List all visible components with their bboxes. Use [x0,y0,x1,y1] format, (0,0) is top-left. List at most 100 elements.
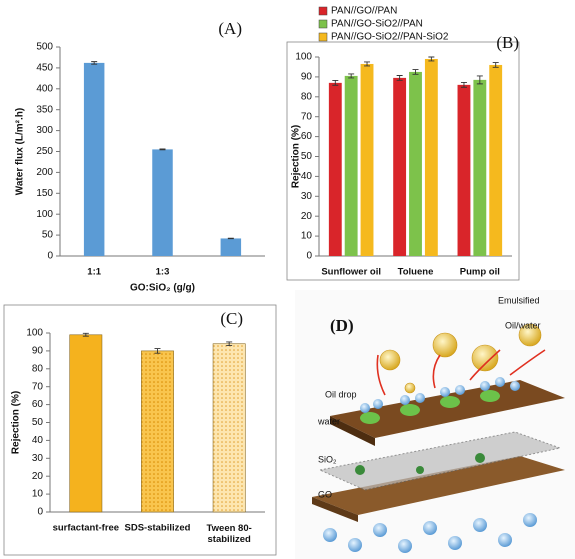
bar [360,63,374,257]
legend-swatch [318,19,328,29]
y-tick-label: 10 [32,489,44,500]
y-tick-label: 50 [301,151,313,162]
y-tick-label: 40 [301,171,313,182]
x-tick-label: Toluene [398,267,434,278]
x-tick-label: surfactant-free [53,523,120,534]
y-tick-label: 80 [32,363,44,374]
panel-title: (C) [220,309,243,328]
bar [409,71,422,256]
x-axis-label: GO:SiO₂ (g/g) [130,283,195,294]
bar [473,79,487,256]
error-bar [476,75,483,85]
membrane-illustration [295,290,575,559]
annotation: Oil drop [325,389,357,399]
y-tick-label: 150 [36,188,53,199]
error-bar [348,73,355,79]
legend-label: PAN//GO-SiO2//PAN [331,19,423,30]
top-layer-edge [330,416,375,446]
error-bar [364,61,371,67]
bar [141,350,174,513]
y-tick-label: 200 [36,167,53,178]
legend-label: PAN//GO//PAN [331,6,397,17]
water-drops [323,377,537,553]
y-tick-label: 0 [47,251,53,262]
error-bar [154,348,161,354]
y-tick-label: 0 [37,507,43,518]
y-tick-label: 300 [36,125,53,136]
legend-label: PAN//GO-SiO2//PAN-SiO2 [331,32,449,43]
bar [393,77,407,257]
error-bar [332,80,339,86]
panel-d-labels: (D) Emulsified Oil/water Oil drop water … [317,295,541,499]
annotation: Emulsified [498,295,540,305]
y-tick-label: 90 [301,72,313,83]
y-tick-label: 30 [32,453,44,464]
y-tick-label: 90 [32,346,44,357]
y-tick-label: 50 [42,230,54,241]
y-axis-label: Rejection (%) [291,125,302,188]
y-tick-label: 350 [36,104,53,115]
x-tick-label: SDS-stabilized [125,523,191,534]
bar [220,238,242,256]
y-tick-label: 100 [26,328,43,339]
panel-title: (B) [496,33,519,52]
y-tick-label: 70 [32,381,44,392]
bar [424,58,438,256]
bar [212,343,246,513]
panel-frame [286,41,520,281]
error-bar [492,62,499,68]
bottom-layer-edge [312,497,358,522]
x-tick-label: 1:1 [87,267,101,278]
y-tick-label: 20 [301,211,313,222]
x-tick-label: Pump oil [460,267,500,278]
bar [69,334,103,513]
panel-label: (D) [330,316,354,335]
y-tick-label: 250 [36,146,53,157]
panel-frame [3,304,277,556]
y-tick-label: 400 [36,83,53,94]
error-bar [91,61,98,65]
y-tick-label: 100 [295,52,312,63]
annotation: GO [318,489,332,499]
y-tick-label: 100 [36,209,53,220]
error-bar [159,148,166,151]
error-bar [396,75,403,81]
annotation: SiO₂ [318,454,337,464]
annotation: water [317,416,340,426]
y-axis-label: Rejection (%) [11,391,22,454]
graphene-mesh [318,431,562,491]
go-particles [355,453,485,475]
y-axis-label: Water flux (L/m².h) [15,108,26,195]
bar [83,62,105,256]
error-bar [428,56,435,62]
y-tick-label: 60 [32,399,44,410]
annotation: Oil/water [505,320,541,330]
oil-drops [379,323,542,394]
y-tick-label: 70 [301,111,313,122]
y-tick-label: 40 [32,435,44,446]
y-tick-label: 500 [36,42,53,53]
error-bar [226,341,233,346]
y-tick-label: 0 [306,251,312,262]
y-tick-label: 450 [36,63,53,74]
bar [457,84,471,256]
y-tick-label: 60 [301,131,313,142]
legend-swatch [318,6,328,16]
bar [344,75,358,256]
error-bar [460,82,467,88]
y-tick-label: 80 [301,91,313,102]
rejection-arrows [376,349,546,396]
y-tick-label: 10 [301,231,313,242]
bottom-layer [312,456,565,515]
bar [328,82,342,257]
charts: (A) Water flux (L/m².h) GO:SiO₂ (g/g) 0 50 10… [11,6,519,545]
error-bar [412,69,419,75]
x-tick-label: 1:3 [156,267,170,278]
y-tick-label: 50 [32,417,44,428]
error-bar [82,332,89,337]
y-tick-label: 20 [32,471,44,482]
bar [152,149,173,256]
y-tick-label: 30 [301,191,313,202]
x-tick-label: Tween 80-stabilized [207,523,252,545]
x-tick-label: Sunflower oil [321,267,381,278]
